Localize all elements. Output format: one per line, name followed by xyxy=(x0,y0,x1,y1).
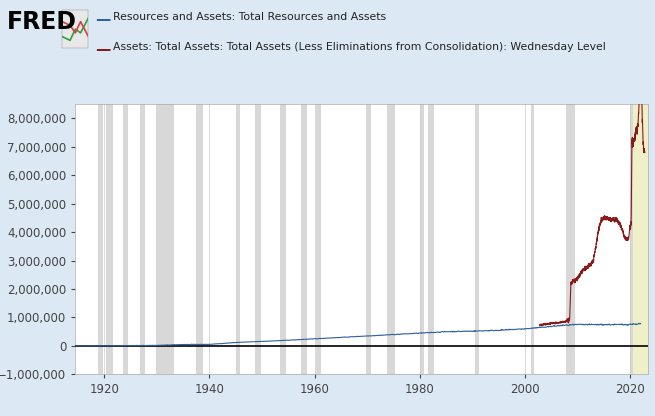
Text: Resources and Assets: Total Resources and Assets: Resources and Assets: Total Resources an… xyxy=(113,12,386,22)
Bar xyxy=(122,104,128,374)
Bar xyxy=(196,104,203,374)
Bar xyxy=(316,104,321,374)
Text: —: — xyxy=(95,42,110,57)
Text: —: — xyxy=(95,12,110,27)
Bar xyxy=(566,104,575,374)
Bar xyxy=(475,104,479,374)
Bar xyxy=(155,104,174,374)
Bar xyxy=(630,104,633,374)
Bar xyxy=(301,104,307,374)
Bar xyxy=(105,104,113,374)
Bar xyxy=(255,104,261,374)
Text: FRED: FRED xyxy=(7,10,77,35)
Bar xyxy=(387,104,395,374)
Text: Assets: Total Assets: Total Assets (Less Eliminations from Consolidation): Wedne: Assets: Total Assets: Total Assets (Less… xyxy=(113,42,606,52)
Bar xyxy=(140,104,145,374)
Bar xyxy=(280,104,286,374)
Bar xyxy=(631,104,648,374)
Bar xyxy=(236,104,240,374)
Bar xyxy=(531,104,534,374)
Bar xyxy=(366,104,371,374)
Bar xyxy=(420,104,424,374)
Bar xyxy=(428,104,434,374)
Bar xyxy=(98,104,103,374)
